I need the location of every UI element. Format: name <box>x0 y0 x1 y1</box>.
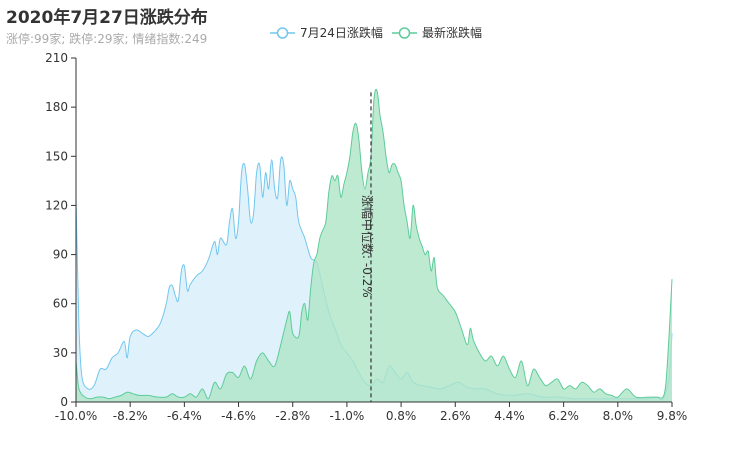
legend-marker-icon <box>270 27 295 39</box>
median-marker-label: 涨幅中位数: -0.2% <box>360 195 375 298</box>
x-tick-label: 4.4% <box>494 409 525 423</box>
x-tick-label: -6.4% <box>167 409 202 423</box>
x-tick-label: -1.0% <box>329 409 364 423</box>
y-tick-label: 180 <box>45 100 68 114</box>
y-tick-label: 210 <box>45 51 68 65</box>
legend-marker-icon <box>392 27 417 39</box>
series-area-2 <box>76 89 672 402</box>
legend-label-series-2: 最新涨跌幅 <box>422 26 483 40</box>
chart-title: 2020年7月27日涨跌分布 <box>6 8 208 28</box>
legend-label-series-1: 7月24日涨跌幅 <box>300 26 383 40</box>
chart-subtitle: 涨停:99家; 跌停:29家; 情绪指数:249 <box>6 32 208 46</box>
x-tick-label: 6.2% <box>548 409 579 423</box>
x-tick-label: -4.6% <box>221 409 256 423</box>
series-area-1 <box>76 156 672 402</box>
x-tick-label: 9.8% <box>657 409 688 423</box>
x-tick-label: -10.0% <box>55 409 97 423</box>
y-tick-label: 90 <box>53 248 68 262</box>
y-tick-label: 0 <box>60 395 68 409</box>
y-tick-label: 30 <box>53 346 68 360</box>
y-tick-label: 120 <box>45 198 68 212</box>
y-tick-label: 150 <box>45 149 68 163</box>
x-tick-label: -2.8% <box>275 409 310 423</box>
y-tick-label: 60 <box>53 297 68 311</box>
x-tick-label: 8.0% <box>603 409 634 423</box>
x-tick-label: 2.6% <box>440 409 471 423</box>
x-tick-label: 0.8% <box>386 409 417 423</box>
x-tick-label: -8.2% <box>113 409 148 423</box>
